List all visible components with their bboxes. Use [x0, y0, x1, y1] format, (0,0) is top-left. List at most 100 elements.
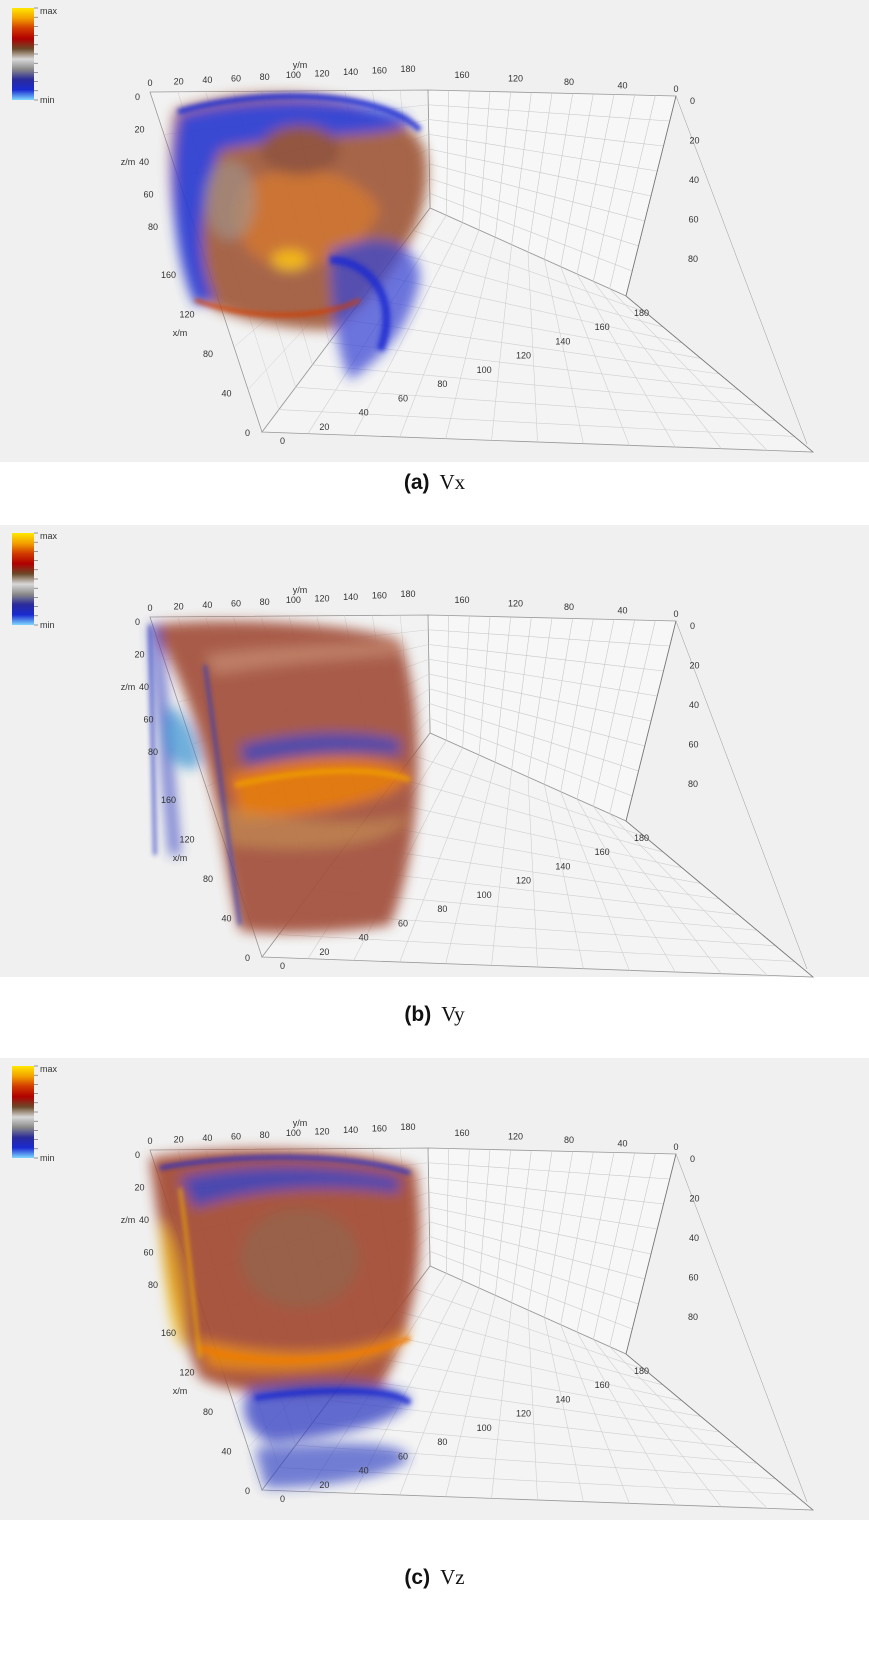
y-tick-label-back: 120 — [508, 74, 523, 84]
panel-c: max min 0 20 40 60 80 100 120 140 160 180 y/m 160 120 8… — [0, 1058, 869, 1528]
grid-line — [396, 252, 664, 328]
bottom-tick-label: 0 — [280, 961, 285, 971]
box-edge — [625, 95, 677, 297]
bottom-tick-label: 160 — [595, 322, 610, 332]
caption-a-letter: (a) — [403, 471, 430, 494]
bottom-tick-label: 100 — [477, 890, 492, 900]
y-tick-label: 160 — [372, 66, 387, 76]
box-edge — [625, 820, 814, 978]
y-tick-label-back: 0 — [673, 1142, 678, 1152]
grid-line — [362, 822, 701, 884]
grid-line — [396, 1310, 664, 1386]
grid-line — [428, 644, 664, 672]
bottom-tick-label: 60 — [398, 918, 408, 928]
z-tick-label: 60 — [143, 715, 153, 725]
grid-line — [379, 1332, 683, 1402]
z-tick-label: 20 — [134, 1183, 144, 1193]
grid-line — [428, 673, 652, 722]
bottom-tick-label: 100 — [477, 365, 492, 375]
volume-blob — [240, 733, 400, 765]
z-tick-label-right: 20 — [690, 661, 700, 671]
volume-blob — [205, 160, 255, 240]
y-tick-label: 100 — [286, 595, 301, 605]
volume-blob — [260, 125, 340, 175]
z-tick-label-right: 80 — [688, 1312, 698, 1322]
volume-render-a: max min 0 20 40 60 80 100 120 140 160 180 y/m 160 120 8… — [0, 0, 869, 462]
bottom-tick-label: 20 — [319, 1480, 329, 1490]
grid-line — [428, 1206, 652, 1255]
volume-blob — [160, 1218, 186, 1348]
y-axis-label: y/m — [293, 585, 308, 595]
x-tick-label: 160 — [161, 1328, 176, 1338]
z-tick-label-right: 80 — [688, 254, 698, 264]
grid-line — [379, 799, 683, 869]
colorbar — [12, 1066, 34, 1158]
bottom-tick-label: 40 — [359, 1466, 369, 1476]
y-axis-label: y/m — [293, 60, 308, 70]
grid-line — [413, 230, 645, 312]
z-tick-label-right: 20 — [690, 1194, 700, 1204]
bottom-tick-label: 120 — [516, 876, 531, 886]
grid-line — [429, 163, 645, 222]
grid-line — [429, 688, 645, 747]
volume-blob — [236, 170, 380, 268]
grid-line — [413, 755, 645, 837]
grid-line — [278, 409, 795, 437]
y-tick-label: 20 — [174, 76, 184, 86]
bottom-tick-label: 80 — [437, 1437, 447, 1447]
bottom-tick-label: 180 — [634, 1366, 649, 1376]
caption-c: (c) Vz — [0, 1565, 869, 1590]
caption-a-symbol: Vx — [439, 470, 466, 494]
y-tick-label: 80 — [260, 597, 270, 607]
colorbar-max-label: max — [40, 1064, 58, 1074]
z-tick-label: 60 — [143, 1248, 153, 1258]
x-tick-label: 80 — [203, 874, 213, 884]
panel-b: max min 0 20 40 60 80 100 120 140 160 180 y/m 160 120 8… — [0, 525, 869, 985]
y-tick-label: 0 — [147, 1136, 152, 1146]
z-tick-label: 40 — [139, 682, 149, 692]
volume-stroke — [194, 298, 361, 317]
y-tick-label: 40 — [202, 75, 212, 85]
z-axis-label: z/m — [121, 157, 136, 167]
caption-b-symbol: Vy — [441, 1002, 465, 1026]
z-tick-label: 20 — [134, 125, 144, 135]
z-tick-label-right: 20 — [690, 136, 700, 146]
colorbar — [12, 8, 34, 100]
grid-line — [428, 629, 670, 647]
x-tick-label: 80 — [203, 349, 213, 359]
y-tick-label: 80 — [260, 1130, 270, 1140]
caption-a: (a) Vx — [0, 470, 869, 495]
z-tick-label: 80 — [148, 747, 158, 757]
y-tick-label: 40 — [202, 600, 212, 610]
caption-c-symbol: Vz — [440, 1565, 465, 1589]
bottom-tick-label: 80 — [437, 904, 447, 914]
volume-stroke — [148, 624, 157, 856]
y-tick-label-back: 120 — [508, 1132, 523, 1142]
box-edge — [675, 95, 808, 445]
bottom-tick-label: 0 — [280, 436, 285, 446]
volume-stroke — [178, 1187, 202, 1359]
y-tick-label-back: 80 — [564, 77, 574, 87]
caption-b: (b) Vy — [0, 1002, 869, 1027]
grid-line — [396, 777, 664, 853]
bottom-tick-label: 60 — [398, 393, 408, 403]
volume-detail — [159, 1155, 412, 1406]
colorbar-min-label: min — [40, 620, 55, 630]
bottom-tick-label: 160 — [595, 847, 610, 857]
y-tick-label: 160 — [372, 591, 387, 601]
y-tick-label: 100 — [286, 70, 301, 80]
bottom-tick-label: 0 — [280, 1494, 285, 1504]
grid-line — [428, 133, 658, 172]
y-tick-label: 140 — [343, 1125, 358, 1135]
y-tick-label: 180 — [400, 589, 415, 599]
x-tick-label: 40 — [221, 1447, 231, 1457]
volume-detail — [148, 624, 411, 926]
y-tick-label: 60 — [231, 1131, 241, 1141]
y-tick-label: 120 — [314, 594, 329, 604]
bottom-tick-label: 40 — [359, 408, 369, 418]
bottom-tick-label: 140 — [555, 861, 570, 871]
z-tick-label-right: 0 — [690, 96, 695, 106]
y-tick-label: 120 — [314, 69, 329, 79]
grid-line — [428, 1162, 670, 1180]
x-tick-label: 0 — [245, 1486, 250, 1496]
